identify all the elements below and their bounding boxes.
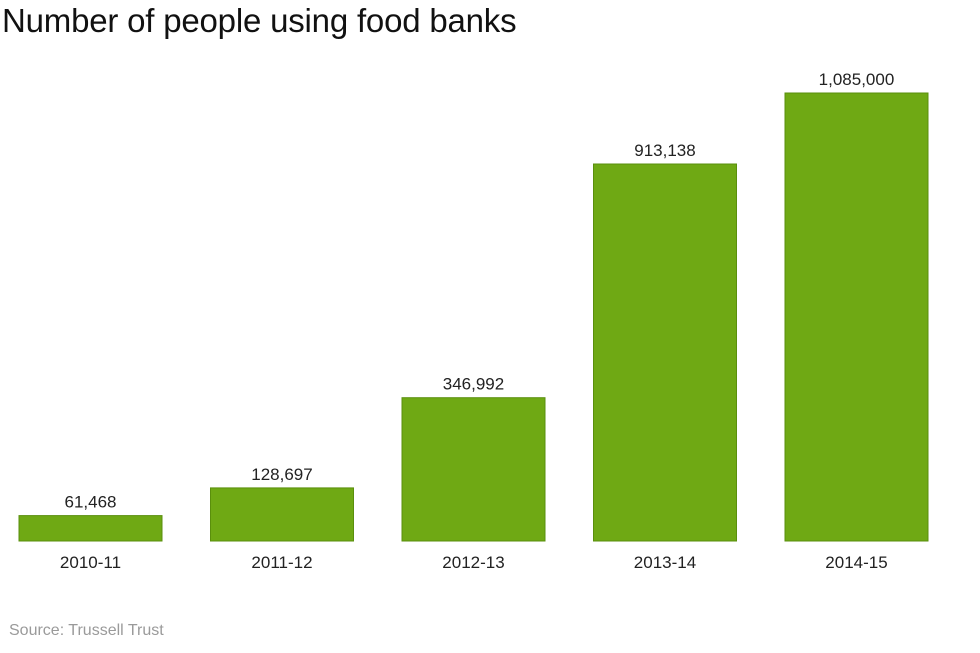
bars-group	[18, 92, 929, 542]
source-note: Source: Trussell Trust	[9, 622, 164, 639]
x-tick-label-2010-11: 2010-11	[60, 553, 121, 572]
value-label-2013-14: 913,138	[634, 141, 695, 160]
bar-2012-13	[401, 397, 546, 542]
value-label-2011-12: 128,697	[251, 465, 312, 484]
bar-2014-15	[784, 92, 929, 542]
bar-2011-12	[210, 487, 354, 542]
value-label-2010-11: 61,468	[65, 493, 117, 512]
bar-2010-11	[18, 515, 163, 542]
value-label-2012-13: 346,992	[443, 375, 504, 394]
chart-title: Number of people using food banks	[2, 2, 517, 39]
x-tick-label-2012-13: 2012-13	[442, 553, 504, 572]
value-labels-group: 61,468 128,697 346,992 913,138 1,085,000	[65, 70, 895, 512]
bar-2013-14	[593, 163, 737, 542]
x-tick-label-2013-14: 2013-14	[634, 553, 696, 572]
x-tick-labels-group: 2010-11 2011-12 2012-13 2013-14 2014-15	[60, 553, 888, 572]
value-label-2014-15: 1,085,000	[819, 70, 895, 89]
x-tick-label-2014-15: 2014-15	[825, 553, 887, 572]
x-tick-label-2011-12: 2011-12	[251, 553, 312, 572]
